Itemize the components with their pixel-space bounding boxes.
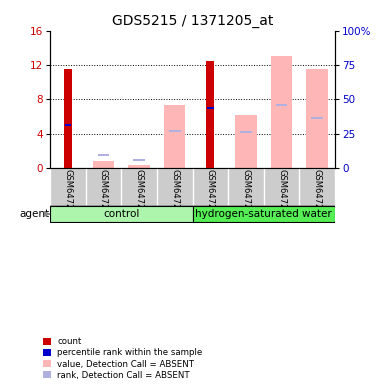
Text: GSM647250: GSM647250 [206,169,215,220]
Bar [50,206,192,222]
Text: hydrogen-saturated water: hydrogen-saturated water [195,209,332,219]
Text: GSM647253: GSM647253 [313,169,321,220]
Text: GSM647252: GSM647252 [277,169,286,220]
Bar [133,159,145,161]
Bar [276,104,288,106]
Bar [206,61,214,168]
Text: GSM647248: GSM647248 [135,169,144,220]
Text: GSM647247: GSM647247 [99,169,108,220]
Title: GDS5215 / 1371205_at: GDS5215 / 1371205_at [112,14,273,28]
Text: GSM647246: GSM647246 [64,169,72,220]
Bar [64,69,72,168]
Text: control: control [103,209,139,219]
Text: agent: agent [19,209,49,219]
Bar [311,117,323,119]
Bar [306,69,328,168]
Bar [240,131,252,133]
Bar [97,154,109,156]
Bar [271,56,292,168]
Bar [164,105,186,168]
Bar [169,130,181,132]
Text: GSM647249: GSM647249 [170,169,179,220]
Bar [207,107,214,109]
Bar [65,124,71,126]
Bar [93,161,114,168]
Bar [128,165,150,168]
Bar [192,206,335,222]
Legend: count, percentile rank within the sample, value, Detection Call = ABSENT, rank, : count, percentile rank within the sample… [43,337,203,380]
Bar [235,115,257,168]
Text: GSM647251: GSM647251 [241,169,250,220]
